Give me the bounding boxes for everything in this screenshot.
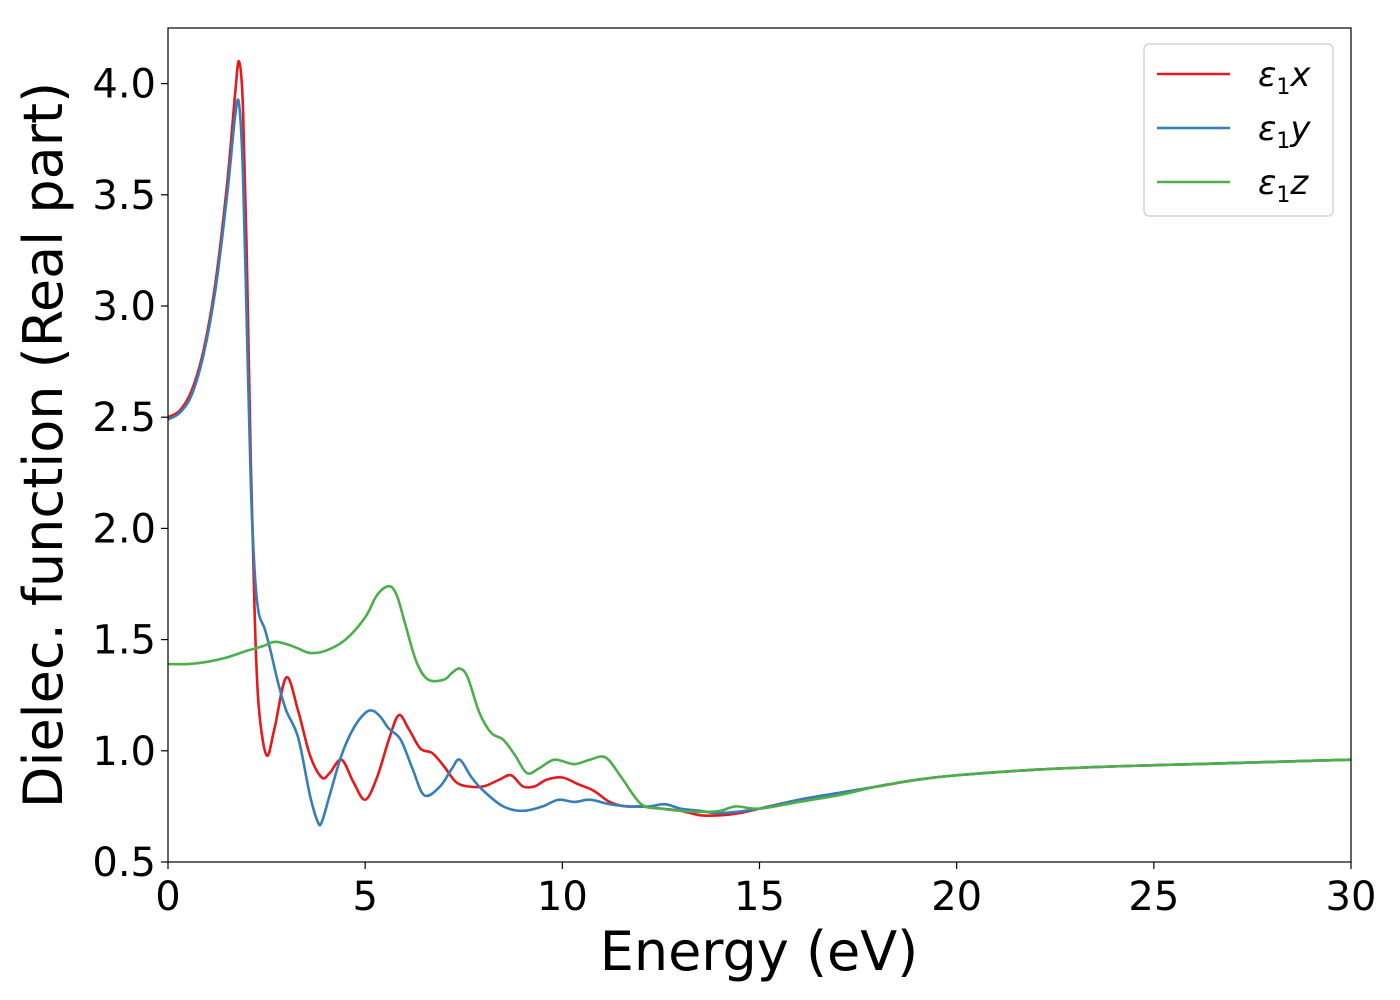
x-tick-label: 25 bbox=[1128, 874, 1179, 920]
x-tick-label: 5 bbox=[352, 874, 377, 920]
y-tick-label: 0.5 bbox=[92, 840, 156, 886]
legend-label-subscript: 1 bbox=[1276, 75, 1290, 100]
legend-label: ε1y bbox=[1258, 109, 1311, 154]
series-layer bbox=[168, 60, 1351, 827]
legend-box bbox=[1143, 43, 1334, 217]
legend-label-base: ε bbox=[1258, 109, 1276, 149]
legend-label-suffix: x bbox=[1289, 55, 1311, 95]
legend-label-base: ε bbox=[1258, 163, 1276, 203]
series-line bbox=[168, 584, 1351, 814]
legend-label-base: ε bbox=[1258, 55, 1276, 95]
x-tick-label: 30 bbox=[1326, 874, 1377, 920]
x-tick-label: 10 bbox=[537, 874, 588, 920]
y-tick-label: 2.0 bbox=[92, 506, 156, 552]
y-axis-title: Dielec. function (Real part) bbox=[12, 82, 75, 808]
legend-label-suffix: y bbox=[1289, 109, 1311, 149]
y-tick-label: 3.0 bbox=[92, 284, 156, 330]
y-tick-label: 1.0 bbox=[92, 729, 156, 775]
x-tick-label: 20 bbox=[931, 874, 982, 920]
legend-label-subscript: 1 bbox=[1276, 129, 1290, 154]
y-tick-label: 2.5 bbox=[92, 395, 156, 441]
legend-label-suffix: z bbox=[1289, 163, 1309, 203]
legend-label-subscript: 1 bbox=[1276, 183, 1290, 208]
y-axis: 0.5 1.0 1.5 2.0 2.5 3.0 3.5 4.0 bbox=[92, 62, 168, 886]
y-tick-label: 3.5 bbox=[92, 173, 156, 219]
x-tick-label: 0 bbox=[155, 874, 180, 920]
x-axis-title: Energy (eV) bbox=[600, 920, 919, 983]
y-tick-label: 4.0 bbox=[92, 62, 156, 108]
x-axis: 0 5 10 15 20 25 30 bbox=[155, 862, 1376, 920]
legend-label: ε1z bbox=[1258, 163, 1309, 208]
x-tick-label: 15 bbox=[734, 874, 785, 920]
legend-label: ε1x bbox=[1258, 55, 1311, 100]
y-tick-label: 1.5 bbox=[92, 618, 156, 664]
